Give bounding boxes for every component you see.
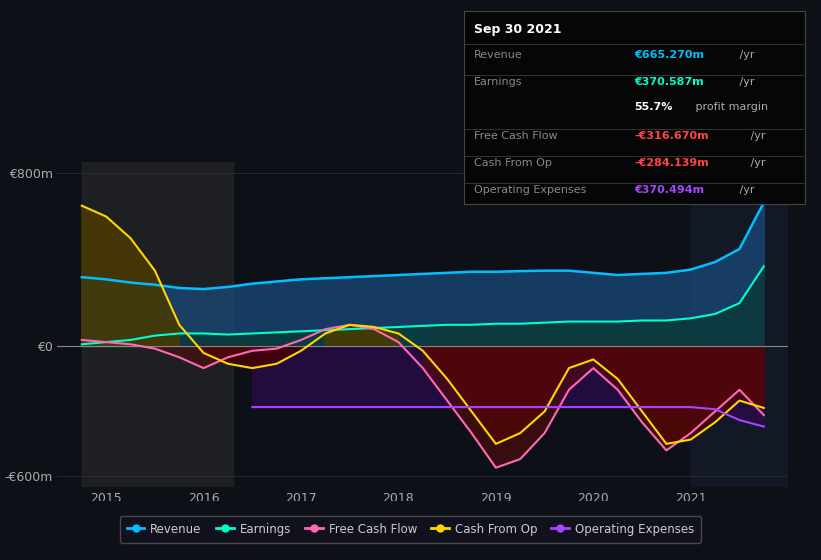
Text: /yr: /yr bbox=[736, 50, 754, 60]
Text: /yr: /yr bbox=[746, 131, 765, 141]
Text: Revenue: Revenue bbox=[474, 50, 523, 60]
Text: Earnings: Earnings bbox=[474, 77, 523, 87]
Text: /yr: /yr bbox=[736, 77, 754, 87]
Bar bbox=[690, 162, 788, 487]
Bar bbox=[82, 162, 233, 487]
Text: /yr: /yr bbox=[746, 158, 765, 168]
Text: profit margin: profit margin bbox=[692, 102, 768, 112]
Text: €665.270m: €665.270m bbox=[635, 50, 704, 60]
Text: 55.7%: 55.7% bbox=[635, 102, 672, 112]
Text: Free Cash Flow: Free Cash Flow bbox=[474, 131, 557, 141]
Text: Operating Expenses: Operating Expenses bbox=[474, 185, 586, 195]
Text: -€284.139m: -€284.139m bbox=[635, 158, 709, 168]
Text: /yr: /yr bbox=[736, 185, 754, 195]
Text: -€316.670m: -€316.670m bbox=[635, 131, 709, 141]
Text: Cash From Op: Cash From Op bbox=[474, 158, 552, 168]
Legend: Revenue, Earnings, Free Cash Flow, Cash From Op, Operating Expenses: Revenue, Earnings, Free Cash Flow, Cash … bbox=[120, 516, 701, 543]
Text: Sep 30 2021: Sep 30 2021 bbox=[474, 23, 562, 36]
Text: €370.494m: €370.494m bbox=[635, 185, 704, 195]
Text: €370.587m: €370.587m bbox=[635, 77, 704, 87]
